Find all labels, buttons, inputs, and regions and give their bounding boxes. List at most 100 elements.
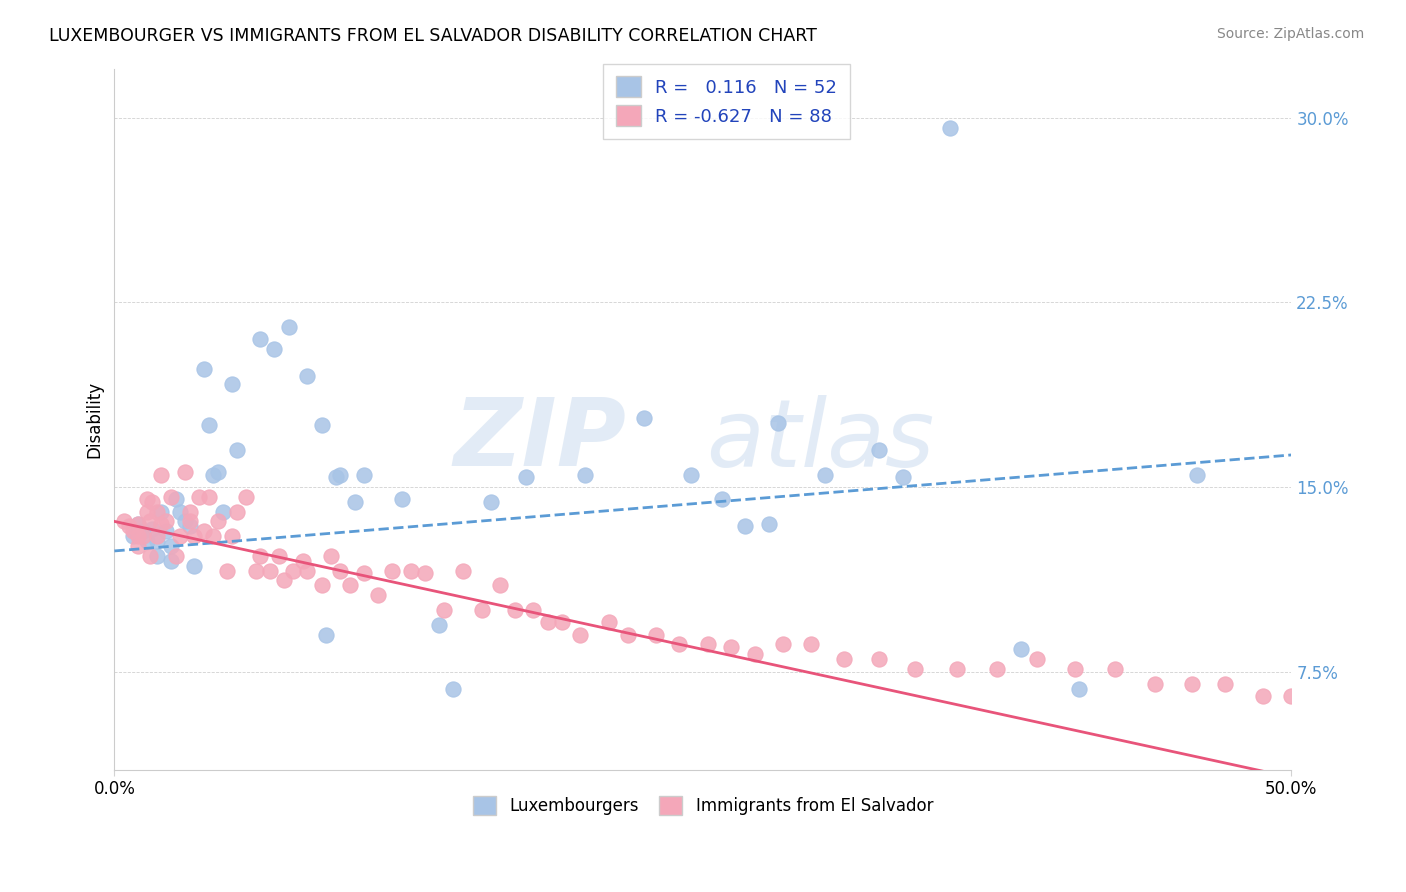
Point — [174, 515, 197, 529]
Point — [217, 564, 239, 578]
Point — [291, 554, 314, 568]
Point — [197, 490, 219, 504]
Point — [550, 615, 572, 630]
Point — [734, 519, 756, 533]
Point — [225, 443, 247, 458]
Point — [391, 492, 413, 507]
Point — [329, 564, 352, 578]
Point — [146, 549, 169, 563]
Point — [772, 638, 794, 652]
Point — [381, 564, 404, 578]
Legend: Luxembourgers, Immigrants from El Salvador: Luxembourgers, Immigrants from El Salvad… — [463, 786, 943, 825]
Point — [155, 515, 177, 529]
Point — [138, 549, 160, 563]
Point — [155, 524, 177, 539]
Point — [127, 539, 149, 553]
Point — [1104, 662, 1126, 676]
Point — [169, 504, 191, 518]
Point — [263, 342, 285, 356]
Point — [329, 467, 352, 482]
Point — [515, 470, 537, 484]
Point — [160, 539, 183, 553]
Point — [136, 534, 159, 549]
Point — [127, 516, 149, 531]
Point — [939, 120, 962, 135]
Point — [479, 494, 502, 508]
Point — [766, 416, 789, 430]
Point — [1346, 701, 1368, 715]
Point — [160, 554, 183, 568]
Point — [146, 529, 169, 543]
Point — [183, 558, 205, 573]
Point — [1143, 677, 1166, 691]
Point — [297, 564, 319, 578]
Point — [720, 640, 742, 654]
Point — [165, 549, 187, 563]
Point — [207, 465, 229, 479]
Point — [245, 564, 267, 578]
Point — [249, 549, 271, 563]
Point — [202, 467, 225, 482]
Point — [127, 516, 149, 531]
Point — [277, 320, 299, 334]
Point — [1279, 689, 1302, 703]
Point — [165, 492, 187, 507]
Point — [681, 467, 703, 482]
Point — [758, 516, 780, 531]
Point — [150, 467, 173, 482]
Point — [744, 648, 766, 662]
Text: atlas: atlas — [706, 395, 935, 486]
Point — [249, 332, 271, 346]
Point — [946, 662, 969, 676]
Point — [986, 662, 1008, 676]
Point — [451, 564, 474, 578]
Point — [127, 529, 149, 543]
Point — [413, 566, 436, 580]
Point — [569, 627, 592, 641]
Point — [283, 564, 305, 578]
Point — [211, 504, 233, 518]
Text: LUXEMBOURGER VS IMMIGRANTS FROM EL SALVADOR DISABILITY CORRELATION CHART: LUXEMBOURGER VS IMMIGRANTS FROM EL SALVA… — [49, 27, 817, 45]
Point — [1181, 677, 1204, 691]
Point — [112, 515, 135, 529]
Point — [814, 467, 837, 482]
Point — [160, 490, 183, 504]
Point — [122, 524, 145, 539]
Point — [1185, 467, 1208, 482]
Point — [131, 524, 153, 539]
Point — [235, 490, 257, 504]
Text: Source: ZipAtlas.com: Source: ZipAtlas.com — [1216, 27, 1364, 41]
Point — [441, 681, 464, 696]
Point — [117, 519, 139, 533]
Point — [1316, 689, 1339, 703]
Point — [207, 515, 229, 529]
Point — [315, 627, 337, 641]
Point — [710, 492, 733, 507]
Point — [319, 549, 342, 563]
Point — [138, 515, 160, 529]
Point — [169, 529, 191, 543]
Point — [141, 522, 163, 536]
Point — [644, 627, 666, 641]
Point — [1215, 677, 1237, 691]
Point — [1063, 662, 1085, 676]
Point — [339, 578, 361, 592]
Point — [146, 504, 169, 518]
Point — [1251, 689, 1274, 703]
Point — [633, 411, 655, 425]
Point — [904, 662, 927, 676]
Point — [273, 574, 295, 588]
Point — [179, 519, 201, 533]
Point — [131, 529, 153, 543]
Point — [221, 376, 243, 391]
Point — [136, 504, 159, 518]
Point — [193, 361, 215, 376]
Point — [1379, 701, 1402, 715]
Y-axis label: Disability: Disability — [86, 381, 103, 458]
Point — [221, 529, 243, 543]
Point — [325, 470, 347, 484]
Point — [1026, 652, 1049, 666]
Point — [311, 578, 333, 592]
Point — [868, 652, 890, 666]
Point — [150, 504, 173, 518]
